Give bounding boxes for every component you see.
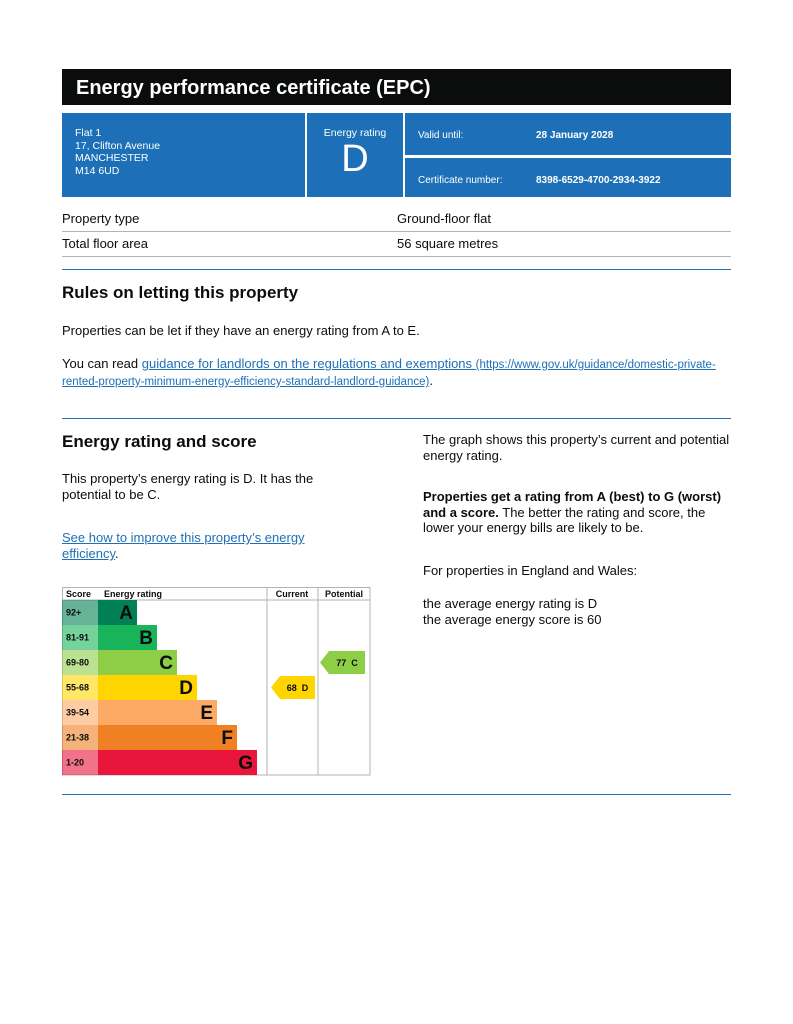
divider [62, 794, 731, 795]
address-line: M14 6UD [75, 164, 120, 177]
score-cell [62, 750, 98, 775]
certificate-box: Certificate number: 8398-6529-4700-2934-… [405, 158, 731, 197]
paragraph: This property’s energy rating is D. It h… [62, 471, 314, 502]
band-score: 55-68 [66, 683, 89, 693]
title: Energy performance certificate (EPC) [76, 77, 431, 99]
band-score: 21-38 [66, 733, 89, 743]
link-text[interactable]: guidance for landlords on the regulation… [141, 356, 473, 371]
certificate-label: Certificate number: [418, 175, 503, 186]
band-score: 81-91 [66, 633, 89, 643]
divider [62, 269, 731, 270]
paragraph: Properties get a rating from A (best) to… [423, 489, 731, 536]
address-line: MANCHESTER [75, 152, 149, 164]
arrow-letter: D [302, 683, 309, 693]
bold-text: Properties get a rating from A (best) to… [423, 489, 722, 520]
paragraph: For properties in England and Wales: [423, 562, 638, 578]
rating-arrow-label: 68 D [287, 683, 309, 693]
paragraph: You can read guidance for landlords on t… [62, 356, 722, 390]
score-cell [62, 700, 98, 725]
band-bar [98, 700, 217, 725]
rating-box: Energy rating D [307, 113, 403, 197]
right-column: The graph shows this property’s current … [423, 432, 731, 627]
valid-box: Valid until: 28 January 2028 [405, 113, 731, 155]
band-bar [98, 725, 237, 750]
section-title: Energy rating and score [62, 432, 257, 451]
link[interactable]: guidance for landlords on the regulation… [62, 356, 716, 388]
column-header: Score [66, 589, 91, 599]
rating: D [341, 138, 369, 180]
arrow-score: 68 [287, 683, 297, 693]
address-line: 17, Clifton Avenue [75, 139, 161, 152]
band-score: 69-80 [66, 658, 89, 668]
rating-arrow-label: 77 C [336, 658, 358, 668]
score-cell [62, 675, 98, 700]
link-url[interactable]: (https://www.gov.uk/guidance/domestic-pr… [62, 359, 716, 388]
band-letter: G [238, 753, 253, 774]
property-key: Total floor area [62, 236, 148, 251]
paragraph: the average energy score is 60 [423, 611, 602, 627]
property-value: Ground-floor flat [397, 211, 491, 226]
divider [62, 418, 731, 419]
paragraph: The graph shows this property’s current … [423, 432, 730, 463]
score-cell [62, 725, 98, 750]
band-bar [98, 675, 197, 700]
certificate-number: 8398-6529-4700-2934-3922 [536, 175, 661, 186]
header-bar: Energy performance certificate (EPC) [62, 69, 731, 105]
arrow-score: 77 [336, 658, 346, 668]
address-box: Flat 1 17, Clifton Avenue MANCHESTER M14… [62, 113, 305, 197]
address-line: Flat 1 [75, 127, 102, 139]
property-value: 56 square metres [397, 236, 499, 251]
property-key: Property type [62, 211, 140, 226]
band-letter: C [159, 653, 173, 674]
link[interactable]: See how to improve this property’s energ… [62, 530, 305, 561]
band-score: 1-20 [66, 758, 84, 768]
band-bar [98, 600, 137, 625]
band-letter: E [200, 703, 213, 724]
paragraph: the average energy rating is D [423, 596, 598, 611]
address: Flat 1 17, Clifton Avenue MANCHESTER M14… [75, 127, 160, 177]
property-row: Property type Ground-floor flat [62, 207, 731, 232]
paragraph: Properties can be let if they have an en… [62, 323, 420, 338]
column-header: Potential [325, 589, 363, 599]
section-title: Rules on letting this property [62, 283, 299, 302]
band-bar [98, 750, 257, 775]
band-bar [98, 650, 177, 675]
band-score: 39-54 [66, 708, 89, 718]
text: . [429, 373, 433, 388]
rating-arrow [271, 676, 315, 699]
property-row: Total floor area 56 square metres [62, 232, 731, 257]
arrow-letter: C [351, 658, 358, 668]
score-cell [62, 650, 98, 675]
text: The better the rating and score, the low… [423, 504, 706, 536]
rating-arrow [320, 651, 365, 674]
band-letter: B [139, 628, 153, 649]
band-bar [98, 625, 157, 650]
band-score: 92+ [66, 608, 81, 618]
text: . [115, 546, 119, 561]
rating-chart: Score Energy rating Current Potential 92+ A 81… [62, 587, 371, 776]
band-letter: F [221, 728, 233, 749]
score-cell [62, 625, 98, 650]
text: You can read [62, 356, 142, 371]
column-header: Energy rating [104, 589, 162, 599]
column-header: Current [276, 589, 309, 599]
valid-until: 28 January 2028 [536, 130, 614, 141]
score-cell [62, 600, 98, 625]
paragraph: See how to improve this property’s energ… [62, 530, 337, 562]
valid-label: Valid until: [418, 130, 464, 141]
rating-label: Energy rating [323, 127, 387, 139]
band-letter: D [179, 678, 193, 699]
band-letter: A [119, 603, 133, 624]
